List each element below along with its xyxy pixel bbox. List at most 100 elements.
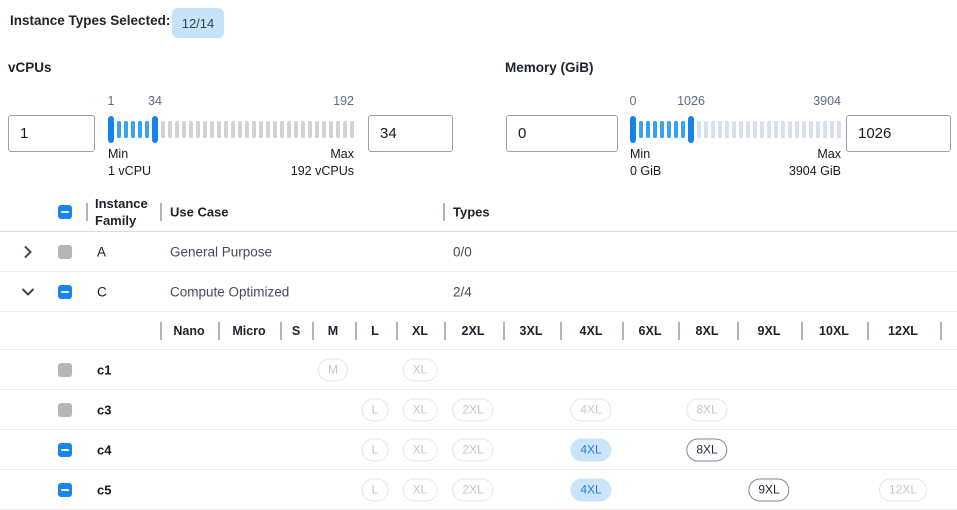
column-divider [503,321,505,340]
instance-type-name: c5 [97,482,112,497]
memory-scale-end: 3904 [813,94,841,108]
selected-count-badge[interactable]: 12/14 [172,8,224,38]
slider-tick [131,120,135,138]
instance-type-name: c1 [97,362,112,377]
chevron-right-icon[interactable] [20,244,36,260]
slider-tick [224,120,228,138]
instance-family-table: Instance Family Use Case Types A General Pur… [0,192,957,510]
slider-tick [718,120,722,138]
size-chip-c3-2xl: 2XL [452,398,494,421]
slider-tick [315,120,319,138]
vcpus-title: vCPUs [8,60,52,75]
memory-slider: 0 1026 3904 Min 0 GiB Max 3904 GiB [630,94,841,180]
memory-max-input[interactable] [846,115,951,152]
column-divider [560,321,562,340]
size-chip-c5-4xl[interactable]: 4XL [570,478,612,501]
family-name: C [97,284,107,299]
slider-tick [753,120,757,138]
size-chip-c4-4xl[interactable]: 4XL [570,438,612,461]
type-checkbox-c5[interactable] [58,482,72,497]
vcpus-min-input[interactable] [8,115,95,152]
column-divider [218,321,220,340]
slider-tick [674,120,678,138]
slider-tick [681,120,685,138]
instance-type-row-c1: c1 M XL [0,350,957,390]
slider-tick [259,120,263,138]
column-divider [622,321,624,340]
slider-tick [725,120,729,138]
instance-type-row-c5: c5 L XL 2XL 4XL 9XL 12XL [0,470,957,510]
vcpus-min-handle[interactable] [108,115,114,143]
vcpus-scale-start: 1 [107,94,115,108]
size-column-header-3xl: 3XL [519,323,543,338]
slider-tick [245,120,249,138]
family-types-count: 0/0 [453,244,472,259]
slider-tick [760,120,764,138]
vcpus-scale: 1 34 192 [108,94,354,108]
column-divider [280,321,282,340]
slider-tick [837,120,841,138]
family-types-count: 2/4 [453,284,472,299]
slider-tick [138,120,142,138]
slider-tick [322,120,326,138]
slider-tick [343,120,347,138]
column-divider [737,321,739,340]
memory-min-input[interactable] [506,115,618,152]
type-checkbox-c4[interactable] [58,442,72,457]
slider-tick [238,120,242,138]
memory-max-handle[interactable] [688,115,694,143]
vcpus-max-handle[interactable] [152,115,158,143]
size-header-row: Nano Micro S M L XL 2XL 3XL 4XL 6XL 8XL 9XL 10XL 12XL [0,312,957,350]
size-column-header-s: S [291,323,301,338]
size-chip-c3-8xl: 8XL [686,398,728,421]
size-chip-c4-8xl[interactable]: 8XL [686,438,728,461]
family-checkbox-C[interactable] [58,284,72,299]
size-chip-c5-12xl: 12XL [878,478,928,501]
slider-tick [308,120,312,138]
column-divider [801,321,803,340]
slider-tick [667,120,671,138]
slider-tick [210,120,214,138]
slider-tick [802,120,806,138]
vcpus-max-caption: Max 192 vCPUs [291,146,354,180]
size-column-header-m: M [327,323,339,338]
family-checkbox-A[interactable] [58,244,72,259]
slider-tick [329,120,333,138]
slider-tick [161,120,165,138]
size-chip-c3-l: L [361,398,389,421]
size-column-header-8xl: 8XL [695,323,719,338]
vcpus-max-caption-value: 192 vCPUs [290,164,354,178]
slider-tick [732,120,736,138]
memory-max-caption: Max 3904 GiB [789,146,841,180]
type-checkbox-c1[interactable] [58,362,72,377]
vcpus-slider-track[interactable] [108,114,354,144]
table-header-row: Instance Family Use Case Types [0,192,957,232]
family-name: A [97,244,107,259]
family-row-C: C Compute Optimized 2/4 [0,272,957,312]
instance-type-name: c3 [97,402,112,417]
size-chip-c4-2xl: 2XL [452,438,494,461]
memory-scale-current: 1026 [677,94,705,108]
slider-tick [646,120,650,138]
select-all-checkbox[interactable] [58,204,72,219]
slider-tick [809,120,813,138]
slider-tick [823,120,827,138]
slider-tick [145,120,149,138]
vcpus-max-input[interactable] [368,115,453,152]
memory-min-caption-value: 0 GiB [630,164,662,178]
slider-tick [774,120,778,138]
slider-tick [231,120,235,138]
type-checkbox-c3[interactable] [58,402,72,417]
slider-tick [175,120,179,138]
memory-min-handle[interactable] [630,115,636,143]
size-chip-c3-4xl: 4XL [570,398,612,421]
chevron-down-icon[interactable] [20,284,36,300]
column-divider [678,321,680,340]
memory-slider-track[interactable] [630,114,841,144]
slider-tick [280,120,284,138]
size-column-header-10xl: 10XL [819,323,849,338]
slider-tick [697,120,701,138]
size-chip-c5-9xl[interactable]: 9XL [748,478,790,501]
memory-min-caption: Min 0 GiB [630,146,661,180]
selected-count-label: Instance Types Selected: [10,13,171,28]
